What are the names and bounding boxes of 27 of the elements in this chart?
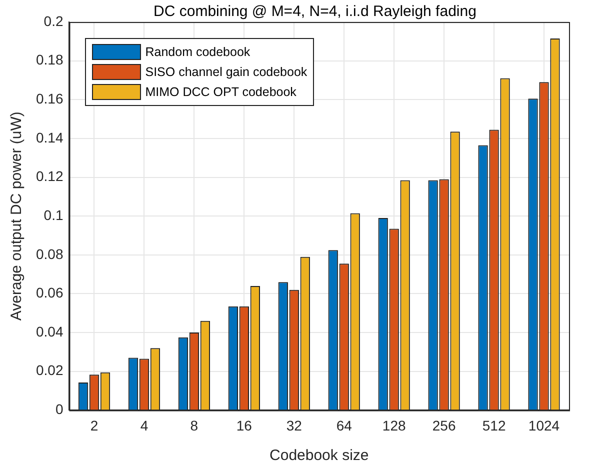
x-tick-label: 512 — [482, 417, 506, 434]
x-tick-label: 32 — [286, 417, 302, 434]
legend-label: Random codebook — [145, 45, 250, 59]
x-tick-label: 4 — [140, 417, 148, 434]
chart-title: DC combining @ M=4, N=4, i.i.d Rayleigh fading — [152, 3, 478, 20]
y-tick-label: 0.06 — [36, 284, 64, 301]
y-tick-label: 0.18 — [36, 52, 64, 68]
y-tick-label: 0.12 — [36, 168, 64, 184]
y-tick-label: 0.1 — [44, 206, 64, 223]
y-tick-label: 0.14 — [36, 129, 64, 146]
y-tick-label: 0 — [55, 401, 64, 418]
y-axis-title: Average output DC power (uW) — [8, 112, 26, 321]
legend-label: MIMO DCC OPT codebook — [145, 85, 296, 99]
x-tick-label: 2 — [90, 417, 98, 434]
x-tick-label: 8 — [190, 417, 198, 434]
x-tick-label: 16 — [236, 417, 252, 434]
y-tick-label: 0.04 — [36, 323, 64, 340]
x-tick-label: 64 — [336, 417, 352, 434]
y-tick-label: 0.08 — [36, 246, 64, 262]
x-axis-title: Codebook size — [270, 447, 369, 464]
x-tick-label: 256 — [432, 417, 456, 434]
y-tick-label: 0.02 — [36, 362, 64, 378]
x-tick-label: 1024 — [528, 417, 560, 434]
legend-label: SISO channel gain codebook — [145, 65, 308, 79]
y-tick-label: 0.16 — [36, 90, 64, 106]
x-tick-label: 128 — [382, 417, 406, 434]
y-tick-label: 0.2 — [44, 12, 64, 29]
